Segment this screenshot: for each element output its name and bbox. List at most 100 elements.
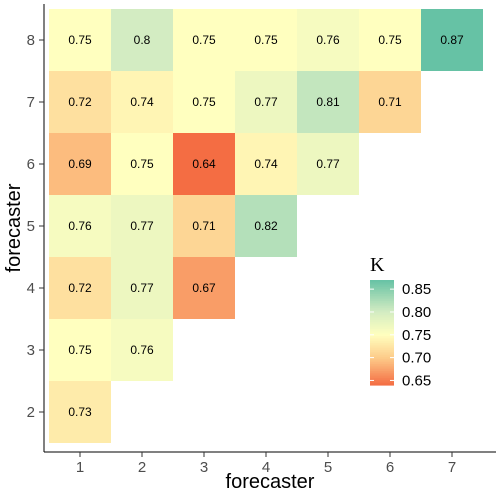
heatmap-cell: [235, 133, 297, 195]
legend-colorbar-segment: [370, 383, 394, 386]
cell-value-label: 0.87: [440, 33, 464, 47]
cell-value-label: 0.76: [130, 343, 154, 357]
x-tick-label: 1: [76, 459, 84, 476]
legend-colorbar-segment: [370, 357, 394, 360]
legend-colorbar-segment: [370, 327, 394, 330]
legend-colorbar-segment: [370, 292, 394, 295]
heatmap-cell: [111, 9, 173, 71]
legend-colorbar-segment: [370, 325, 394, 328]
legend-colorbar-segment: [370, 364, 394, 367]
legend-colorbar-segment: [370, 336, 394, 339]
x-axis-title: forecaster: [226, 471, 315, 493]
legend-colorbar-segment: [370, 367, 394, 370]
legend-colorbar-segment: [370, 346, 394, 349]
legend-colorbar-segment: [370, 294, 394, 297]
cell-value-label: 0.75: [192, 95, 216, 109]
heatmap-cell: [49, 133, 111, 195]
cell-value-label: 0.77: [316, 157, 340, 171]
legend-title: K: [370, 254, 385, 276]
cell-value-label: 0.75: [254, 33, 278, 47]
legend-colorbar-segment: [370, 302, 394, 306]
legend-colorbar-segment: [370, 362, 394, 365]
legend-colorbar-segment: [370, 330, 394, 334]
y-tick-label: 4: [27, 280, 35, 297]
cell-value-label: 0.77: [130, 281, 154, 295]
cell-value-label: 0.72: [68, 281, 92, 295]
legend-colorbar-segment: [370, 378, 394, 381]
cell-value-label: 0.77: [130, 219, 154, 233]
cell-value-label: 0.77: [254, 95, 278, 109]
legend-colorbar-segment: [370, 308, 394, 311]
heatmap-cell: [359, 71, 421, 133]
legend-colorbar-segment: [370, 315, 394, 318]
legend-colorbar-segment: [370, 381, 394, 384]
y-tick-label: 5: [27, 218, 35, 235]
x-tick-label: 6: [386, 459, 394, 476]
legend-colorbar-segment: [370, 365, 394, 369]
cell-value-label: 0.75: [130, 157, 154, 171]
cell-value-label: 0.73: [68, 405, 92, 419]
legend-colorbar-segment: [370, 329, 394, 332]
legend: K 0.85 0.80 0.75 0.70 0.65: [370, 254, 431, 389]
legend-colorbar-segment: [370, 283, 394, 286]
heatmap-cell: [49, 71, 111, 133]
heatmap-cell: [297, 133, 359, 195]
legend-colorbar-segment: [370, 320, 394, 323]
cell-value-label: 0.75: [68, 33, 92, 47]
legend-tick-label: 0.70: [402, 350, 431, 367]
x-tick-label: 3: [200, 459, 208, 476]
y-tick-label: 6: [27, 156, 35, 173]
legend-tick-label: 0.80: [402, 304, 431, 321]
cell-value-label: 0.75: [378, 33, 402, 47]
heatmap-cell: [173, 195, 235, 257]
legend-colorbar-segment: [370, 334, 394, 337]
legend-colorbar-segment: [370, 337, 394, 341]
legend-colorbar-segment: [370, 316, 394, 320]
heatmap-cell: [421, 9, 483, 71]
heatmap-cell: [173, 71, 235, 133]
legend-colorbar-segment: [370, 339, 394, 342]
legend-colorbar-segment: [370, 280, 394, 283]
legend-colorbar-segment: [370, 322, 394, 325]
legend-tick-label: 0.65: [402, 372, 431, 389]
legend-colorbar-segment: [370, 371, 394, 374]
heatmap-cell: [111, 71, 173, 133]
heatmap-cell: [297, 71, 359, 133]
axes: [43, 4, 496, 453]
heatmap-cell: [49, 381, 111, 443]
cell-value-label: 0.67: [192, 281, 216, 295]
cell-value-label: 0.74: [254, 157, 278, 171]
legend-colorbar-segment: [370, 348, 394, 351]
heatmap-cell: [49, 319, 111, 381]
cell-value-label: 0.75: [68, 343, 92, 357]
legend-colorbar-segment: [370, 323, 394, 327]
x-tick-label: 5: [324, 459, 332, 476]
legend-colorbar-segment: [370, 304, 394, 307]
legend-colorbar-segment: [370, 287, 394, 290]
legend-colorbar-segment: [370, 295, 394, 299]
legend-colorbar-segment: [370, 353, 394, 356]
heatmap-cell: [235, 71, 297, 133]
cell-value-label: 0.69: [68, 157, 92, 171]
heatmap-cell: [111, 319, 173, 381]
cell-value-label: 0.74: [130, 95, 154, 109]
plot-area: 0.73 0.75 0.76 0.72 0.77 0.67 0.76 0.77 0.71 0.82…: [49, 9, 483, 443]
legend-colorbar-segment: [370, 306, 394, 309]
cell-value-label: 0.71: [192, 219, 216, 233]
legend-colorbar-segment: [370, 297, 394, 300]
legend-colorbar-segment: [370, 285, 394, 288]
cell-value-label: 0.64: [192, 157, 216, 171]
legend-colorbar-segment: [370, 301, 394, 304]
cell-value-label: 0.81: [316, 95, 340, 109]
legend-colorbar-segment: [370, 311, 394, 314]
legend-colorbar-segment: [370, 355, 394, 358]
legend-colorbar-segment: [370, 374, 394, 377]
cell-value-label: 0.76: [68, 219, 92, 233]
legend-colorbar-segment: [370, 372, 394, 376]
heatmap-cell: [49, 257, 111, 319]
legend-colorbar-segment: [370, 299, 394, 302]
heatmap-cell: [297, 9, 359, 71]
heatmap-cell: [49, 9, 111, 71]
heatmap-cell: [235, 9, 297, 71]
